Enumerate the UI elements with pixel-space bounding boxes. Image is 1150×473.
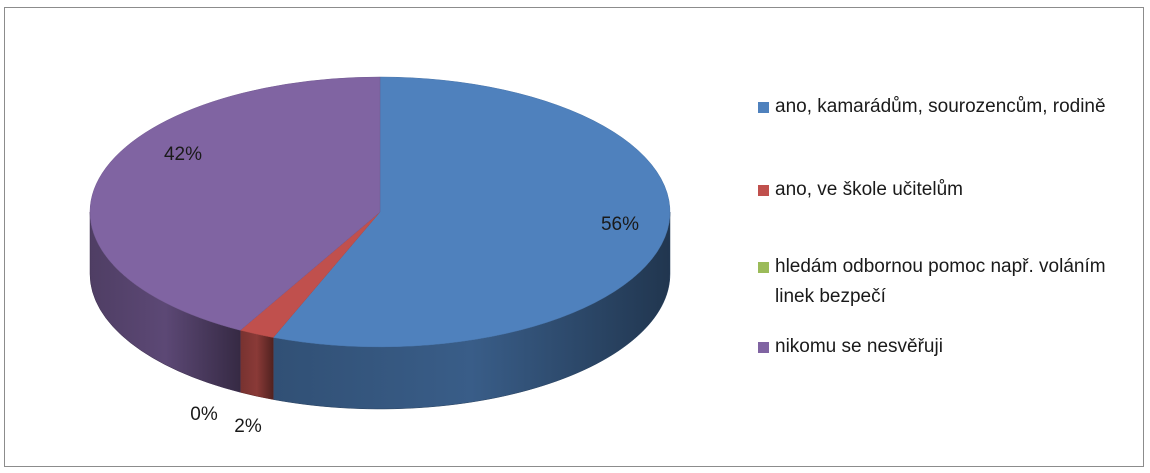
legend-item: ano, ve škole učitelům (758, 175, 1145, 205)
legend-label: nikomu se nesvěřuji (775, 336, 943, 357)
pie-slice (89, 76, 381, 331)
legend-swatch (758, 262, 769, 273)
legend-swatch (758, 185, 769, 196)
data-label: 0% (190, 404, 218, 425)
data-label: 56% (601, 214, 639, 235)
pie-slice-side (240, 329, 274, 400)
legend-item: hledám odbornou pomoc např. voláním line… (758, 252, 1145, 312)
legend-swatch (758, 102, 769, 113)
pie-tops (89, 76, 671, 348)
pie-slice (272, 76, 671, 348)
legend-item: nikomu se nesvěřuji (758, 332, 1145, 362)
legend-label: ano, kamarádům, sourozencům, rodině (775, 96, 1106, 117)
pie-labels: 56% 2% 0% 42% (164, 144, 639, 437)
data-label: 2% (234, 416, 262, 437)
legend-item: ano, kamarádům, sourozencům, rodině (758, 92, 1145, 122)
legend-label: hledám odbornou pomoc např. voláním line… (775, 256, 1106, 307)
legend-label: ano, ve škole učitelům (775, 179, 963, 200)
data-label: 42% (164, 144, 202, 165)
legend-swatch (758, 342, 769, 353)
